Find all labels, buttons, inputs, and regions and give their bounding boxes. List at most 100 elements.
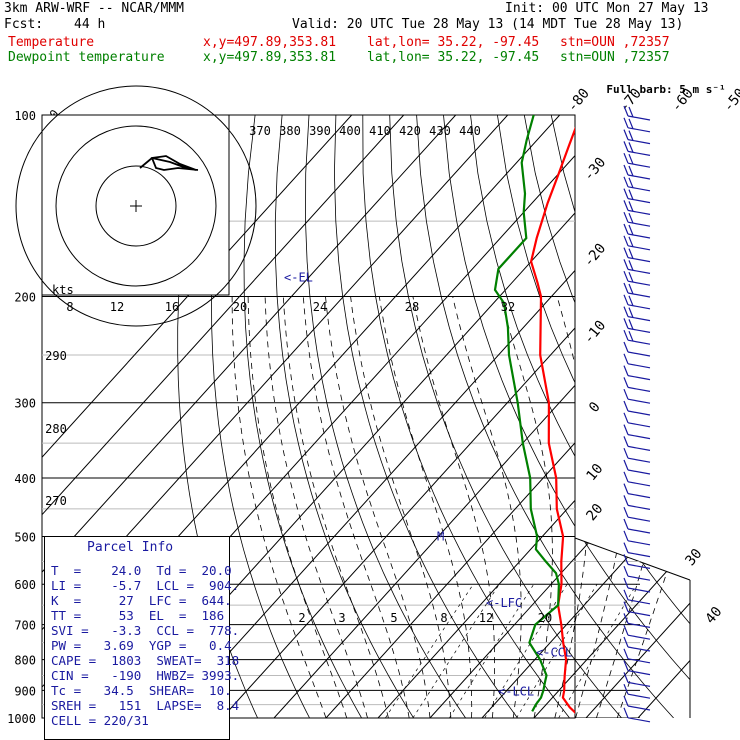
wind-barb-shaft <box>627 434 651 440</box>
mixing-ratio-label: 8 <box>440 611 447 625</box>
pressure-tick-label: 400 <box>14 472 36 486</box>
moist-adiabat-line <box>596 296 689 718</box>
parcel-row: CIN = -190 HWBZ= 3993. <box>51 668 240 683</box>
mixing-ratio-label: 20 <box>233 300 247 314</box>
isotherm-line <box>42 115 457 718</box>
wind-barb-flag <box>623 447 629 459</box>
wind-barb-flag <box>623 613 629 624</box>
wind-barb-shaft <box>627 363 651 369</box>
wind-barb-shaft <box>627 233 651 239</box>
wind-barb-flag <box>623 294 629 306</box>
parcel-row: Tc = 34.5 SHEAR= 10. <box>51 683 232 698</box>
temperature-latlon: lat,lon= 35.22, -97.45 <box>367 35 540 50</box>
wind-barb-flag <box>623 412 629 424</box>
wind-barb <box>623 695 651 711</box>
wind-barb-shaft <box>627 611 651 617</box>
wind-barb-shaft <box>627 292 651 298</box>
wind-barb-flag <box>623 530 629 542</box>
parcel-row: CAPE = 1803 SWEAT= 318 <box>51 653 240 668</box>
wind-barb-flag <box>623 459 629 471</box>
wind-barb-flag <box>628 295 634 307</box>
dry-adiabat-line <box>211 115 310 718</box>
theta-label: 410 <box>369 124 391 138</box>
wind-barb-flag <box>628 142 634 153</box>
parcel-info-panel: Parcel Info T = 24.0 Td = 20.0 LI = -5.7… <box>44 536 239 740</box>
dry-adiabat-line <box>658 115 690 718</box>
parcel-row: K = 27 LFC = 644. <box>51 593 232 608</box>
wind-barb <box>623 624 651 640</box>
wind-barb <box>623 200 651 215</box>
dewpoint-stn: stn=OUN ,72357 <box>560 50 670 65</box>
temperature-stn: stn=OUN ,72357 <box>560 35 670 50</box>
parcel-row: T = 24.0 Td = 20.0 <box>51 563 232 578</box>
wind-barb-flag <box>623 542 629 553</box>
wind-barb-shaft <box>627 386 651 392</box>
mixing-ratio-label: 3 <box>338 611 345 625</box>
wind-barb <box>623 365 651 381</box>
theta-label-left: 280 <box>45 422 67 436</box>
moist-adiabat-line <box>247 296 348 718</box>
wind-barb-flag <box>623 365 629 376</box>
wind-barb <box>623 188 651 204</box>
barb-legend: Full barb: 5 m s⁻¹ <box>606 83 725 96</box>
hodograph-units: kts <box>52 283 74 297</box>
wind-barb-shaft <box>627 351 651 357</box>
wind-barb <box>623 636 651 652</box>
wind-barb-flag <box>623 259 629 270</box>
isotherm-line <box>42 115 353 718</box>
wind-barb-shaft <box>627 481 651 487</box>
hodograph-ring <box>95 165 177 247</box>
wind-barb-flag <box>628 330 634 342</box>
isotherm-label: -10 <box>581 318 610 348</box>
dry-adiabat-line <box>362 115 570 718</box>
wind-barb-flag <box>623 200 629 211</box>
wind-barb-shaft <box>627 705 651 711</box>
wind-barb-shaft <box>627 563 651 569</box>
pressure-tick-label: 500 <box>14 530 36 544</box>
wind-barb-flag <box>623 223 629 235</box>
wind-barb-flag <box>628 201 634 212</box>
wind-barb-flag <box>628 319 634 330</box>
wind-barb <box>623 554 651 569</box>
isotherm-line <box>429 115 690 718</box>
wind-barb <box>623 707 651 723</box>
parcel-level-annotation: <-CCL <box>536 645 572 659</box>
theta-label-left: 290 <box>45 349 67 363</box>
mixing-ratio-line <box>385 584 474 718</box>
isotherm-line <box>585 115 690 718</box>
moist-adiabat-line <box>264 296 368 718</box>
isotherm-line <box>377 115 690 718</box>
isotherm-line <box>42 115 405 718</box>
wind-barb <box>623 235 651 251</box>
mixing-ratio-label: 8 <box>66 300 73 314</box>
wind-barb <box>623 565 651 581</box>
wind-barb-flag <box>623 270 629 282</box>
wind-barb-flag <box>623 577 629 589</box>
wind-barb-flag <box>628 177 634 189</box>
wind-barb-shaft <box>627 268 651 274</box>
wind-barb-flag <box>623 660 629 671</box>
wind-barb <box>623 377 651 392</box>
wind-barb-shaft <box>627 681 651 687</box>
moist-adiabat-line <box>499 296 553 718</box>
wind-barb-flag <box>628 130 634 141</box>
wind-barb-flag <box>623 211 629 223</box>
moist-adiabat-line <box>325 296 431 718</box>
wind-barb-shaft <box>627 493 651 499</box>
wind-barb-shaft <box>627 622 651 628</box>
wind-barb <box>623 400 651 416</box>
parcel-level-annotation: <-LCL <box>498 685 534 699</box>
isotherm-line <box>637 115 690 718</box>
wind-barb-shaft <box>627 174 651 180</box>
wind-barb-flag <box>623 152 629 164</box>
wind-barb-shaft <box>627 327 651 333</box>
wind-barb-shaft <box>627 457 651 463</box>
wind-barb-shaft <box>627 540 651 546</box>
wind-barb <box>623 353 651 369</box>
pressure-tick-label: 900 <box>14 684 36 698</box>
pressure-tick-label: 800 <box>14 654 36 668</box>
wind-barb-shaft <box>627 245 651 251</box>
fcst-value: 44 h <box>74 17 106 32</box>
wind-barb <box>623 223 651 239</box>
wind-barb-flag <box>628 165 634 177</box>
